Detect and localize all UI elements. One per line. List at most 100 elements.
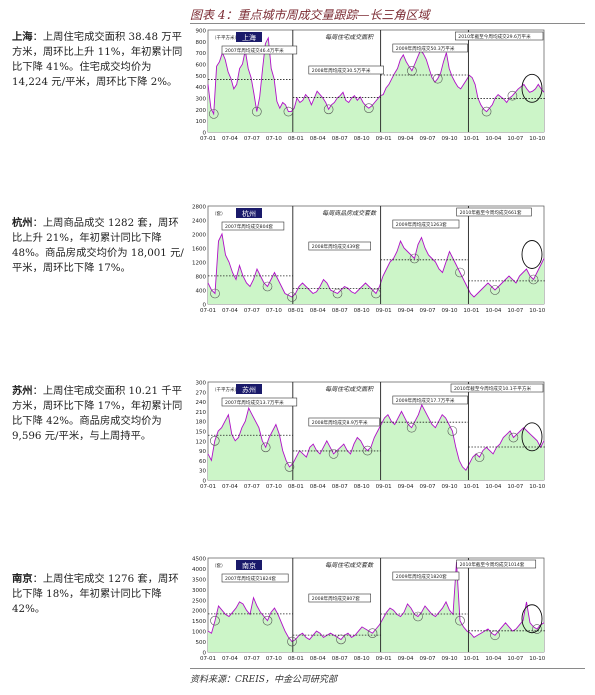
callout-box [392,395,468,405]
y-tick-label: 3500 [192,577,206,583]
callout-text: 2007年周均成交46.4万平米 [225,47,284,54]
trough-marker [409,253,420,264]
note-hangzhou: 杭州：上周商品成交 1282 套，周环比上升 21%，年初累计同比下降 48%。… [12,216,184,276]
note-city: 苏州 [12,385,33,397]
y-tick-label: 4000 [192,567,206,573]
y-tick-label: 0 [203,651,207,657]
callout-text: 2008年周均成交807套 [312,595,360,602]
y-tick-label: 90 [199,449,206,455]
x-tick-label: 08-04 [310,308,326,314]
x-tick-label: 07-07 [244,136,260,142]
figure-title: 图表 4：重点城市周成交量跟踪—长三角区域 [190,8,430,22]
city-badge [236,208,262,218]
y-tick-label: 240 [196,400,207,406]
x-tick-label: 09-04 [398,136,414,142]
y-tick-label: 1500 [192,619,206,625]
trough-marker [490,630,500,641]
latest-highlight [521,73,543,103]
trough-marker [208,109,219,119]
trough-marker [508,432,519,443]
chart-hangzhou: 0 400 800 1200 1600 2000 2400 2800 07-01 07-04 07-… [190,202,550,320]
trough-marker [209,435,220,446]
x-tick-label: 07-07 [244,656,260,662]
city-badge [236,560,262,570]
city-badge-label: 苏州 [242,385,256,394]
x-tick-label: 07-07 [244,484,260,490]
city-badge-label: 杭州 [242,209,256,218]
callout-box [308,593,372,603]
callout-box [456,207,532,217]
trough-marker [284,462,295,472]
x-tick-label: 08-04 [310,484,326,490]
y-tick-label: 270 [196,390,207,396]
callout-text: 2009年周均成交1820套 [396,573,447,580]
y-tick-label: 60 [199,459,206,465]
trough-marker [287,292,297,302]
note-suzhou: 苏州：上周住宅成交面积 10.21 千平方米，周环比下降 17%，年初累计同比下… [12,384,184,444]
callout-box [221,573,289,583]
callout-box [221,45,298,55]
x-tick-label: 07-04 [222,484,238,490]
source-note: 资料来源：CREIS，中金公司研究部 [190,675,337,685]
x-tick-label: 09-04 [398,308,414,314]
x-tick-label: 10-10 [529,484,545,490]
chart-subtitle: 每周住宅成交面积 [325,385,374,393]
y-tick-label: 100 [196,119,207,125]
y-tick-label: 210 [196,410,207,416]
note-city: 上海 [12,31,33,43]
x-tick-label: 08-10 [354,136,370,142]
city-badge-label: 上海 [242,33,256,42]
source-divider [190,668,585,669]
trough-marker [474,452,485,462]
x-tick-label: 10-07 [507,136,523,142]
trough-marker [432,73,443,84]
callout-text: 2009年周均成交50.3万平米 [396,45,455,52]
y-tick-label: 900 [196,29,207,35]
x-tick-label: 09-10 [441,484,457,490]
callout-box [392,43,468,53]
note-text: ：上周住宅成交面积 38.48 万平方米，周环比上升 11%，年初累计同比下降 … [12,31,183,88]
trough-marker [532,624,542,634]
unit-label: （套） [212,562,226,569]
callout-text: 2010年截至今周均成交29.6万平米 [458,33,531,40]
y-tick-label: 0 [203,479,207,485]
note-text: ：上周住宅成交面积 10.21 千平方米，周环比下降 17%，年初累计同比下降 … [12,385,183,442]
unit-label: （千平方米） [212,386,239,393]
chart-subtitle: 每周商品房成交套数 [322,209,377,217]
trough-marker [507,90,518,101]
x-tick-label: 07-10 [266,308,282,314]
y-tick-label: 2000 [192,609,206,615]
trough-marker [481,106,492,117]
x-tick-label: 10-04 [485,656,501,662]
x-tick-label: 09-01 [376,656,392,662]
x-tick-label: 07-07 [244,308,260,314]
y-tick-label: 2500 [192,598,206,604]
x-tick-label: 10-10 [529,136,545,142]
y-tick-label: 300 [196,381,207,387]
y-tick-label: 2000 [192,233,206,239]
y-tick-label: 800 [196,40,207,46]
series-line [207,562,545,643]
x-tick-label: 08-01 [288,136,304,142]
x-tick-label: 09-10 [441,308,457,314]
area-fill [208,37,544,132]
chart-svg-nanjing: 0 500 1000 1500 2000 2500 3000 3500 4000 4500 07-0… [192,557,546,663]
note-text: ：上周住宅成交 1276 套，周环比下降 18%，年初累计同比下降 42%。 [12,573,179,615]
trough-marker [371,288,381,299]
callout-text: 2007年周均成交13.7万平米 [225,399,284,406]
y-tick-label: 150 [196,430,207,436]
series-line [207,403,545,471]
series-line [207,36,545,116]
x-tick-label: 08-04 [310,136,326,142]
trough-marker [364,103,374,113]
chart-nanjing: 0 500 1000 1500 2000 2500 3000 3500 4000 4500 07-0… [190,554,550,668]
x-tick-label: 07-01 [200,484,216,490]
chart-svg-suzhou: 0 30 60 90 120 150 180 210 240 270 300 07-01 07-04 07… [196,381,546,491]
latest-highlight [521,604,543,634]
callout-box [450,383,544,393]
trough-marker [367,628,378,638]
x-tick-label: 08-10 [354,656,370,662]
x-tick-label: 08-07 [332,484,348,490]
x-tick-label: 08-01 [288,308,304,314]
note-nanjing: 南京：上周住宅成交 1276 套，周环比下降 18%，年初累计同比下降 42%。 [12,572,184,617]
